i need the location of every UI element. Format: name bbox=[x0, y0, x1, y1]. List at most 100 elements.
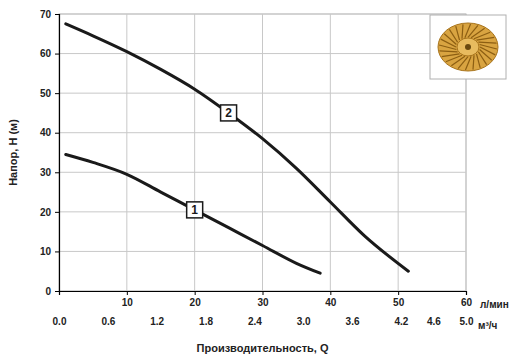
y-tick: 50 bbox=[40, 88, 59, 99]
lines bbox=[66, 24, 409, 273]
icon-blade bbox=[480, 49, 492, 60]
chart: 0 10 20 30 40 50 60 70 10 20 30 40 50 60 0.0 0.6 1.2 1.8 2… bbox=[0, 0, 514, 361]
x2-tick-label: 1.8 bbox=[199, 316, 213, 327]
y-tick-mark bbox=[55, 172, 59, 173]
grid-line-x bbox=[194, 14, 195, 291]
icon-blade bbox=[474, 32, 490, 38]
grid-line-x bbox=[330, 14, 331, 291]
icon-blade bbox=[471, 28, 485, 38]
series-line bbox=[66, 24, 409, 271]
icon-hole bbox=[465, 44, 471, 50]
y-tick-label: 20 bbox=[40, 207, 52, 218]
icon-blade bbox=[478, 52, 486, 65]
y-tick: 60 bbox=[40, 48, 59, 59]
x2-tick: 0.6 bbox=[101, 291, 115, 327]
y-tick-mark bbox=[55, 291, 59, 292]
y-tick-label: 30 bbox=[40, 167, 52, 178]
x-tick: 50 bbox=[393, 291, 405, 308]
x2-axis-line bbox=[60, 291, 467, 292]
x-tick: 20 bbox=[190, 291, 202, 308]
x-tick-label: 50 bbox=[393, 297, 405, 308]
x-unit: л/мин bbox=[480, 299, 509, 310]
x-tick-label: 40 bbox=[325, 297, 337, 308]
y-tick-mark bbox=[55, 133, 59, 134]
series-label-text: 1 bbox=[191, 203, 198, 217]
series-label-box bbox=[187, 202, 203, 218]
icon-blade bbox=[472, 55, 474, 69]
x-tick: 10 bbox=[122, 291, 134, 308]
series-label: 1 bbox=[187, 202, 203, 218]
icon-blade bbox=[442, 54, 460, 57]
series-label-box bbox=[221, 105, 237, 121]
x2-tick: 2.4 bbox=[248, 291, 262, 327]
y-tick-mark bbox=[55, 93, 59, 94]
x2-tick-label: 3.0 bbox=[297, 316, 311, 327]
grid-line-x bbox=[262, 14, 263, 291]
icon-blade bbox=[461, 24, 463, 38]
icon-disc bbox=[438, 23, 498, 71]
x2-tick-label: 5.0 bbox=[460, 316, 474, 327]
icon-blade bbox=[480, 45, 497, 50]
x-axis-line bbox=[60, 292, 467, 296]
x2-tick: 4.6 bbox=[427, 291, 441, 327]
y-tick-mark bbox=[55, 54, 59, 55]
x2-tick-label: 0.6 bbox=[101, 316, 115, 327]
grid-line-x bbox=[398, 14, 399, 291]
icon-blade bbox=[449, 29, 457, 42]
grid bbox=[59, 14, 466, 291]
x-tick: 40 bbox=[325, 291, 337, 308]
x2-tick-label: 1.2 bbox=[150, 316, 164, 327]
x2-tick: 5.0 bbox=[460, 291, 474, 327]
icon-frame bbox=[430, 15, 506, 79]
x-axis-title: Производительность, Q bbox=[197, 342, 329, 354]
y-tick-label: 0 bbox=[45, 286, 51, 297]
x-tick-label: 30 bbox=[257, 297, 269, 308]
icon-blade bbox=[441, 39, 456, 47]
y-tick: 70 bbox=[40, 9, 59, 20]
y-tick: 30 bbox=[40, 167, 59, 178]
y-tick-mark bbox=[55, 212, 59, 213]
x2-tick-label: 4.6 bbox=[427, 316, 441, 327]
x2-unit: м³/ч bbox=[478, 320, 498, 331]
x2-tick-label: 0.0 bbox=[53, 316, 67, 327]
y-tick-label: 60 bbox=[40, 48, 52, 59]
y-tick: 0 bbox=[45, 286, 59, 297]
y-tick: 40 bbox=[40, 127, 59, 138]
icon-blade bbox=[468, 25, 478, 37]
y-tick: 20 bbox=[40, 207, 59, 218]
y-tick: 10 bbox=[40, 246, 59, 257]
x-tick: 60 bbox=[461, 291, 473, 308]
impeller-icon bbox=[430, 15, 506, 79]
series-labels: 12 bbox=[187, 105, 237, 218]
series-label-text: 2 bbox=[225, 106, 232, 120]
series-line bbox=[66, 154, 320, 273]
icon-blade bbox=[446, 55, 462, 61]
icon-hub bbox=[457, 38, 479, 56]
y-axis-line bbox=[55, 15, 60, 292]
grid-line-x bbox=[126, 14, 127, 291]
x2-tick: 4.2 bbox=[394, 291, 408, 327]
y-tick-label: 70 bbox=[40, 9, 52, 20]
x2-tick-label: 3.6 bbox=[346, 316, 360, 327]
y-tick-label: 40 bbox=[40, 127, 52, 138]
icon-blade bbox=[458, 57, 468, 69]
x-tick: 30 bbox=[257, 291, 269, 308]
y-tick-mark bbox=[55, 251, 59, 252]
x2-tick: 3.0 bbox=[297, 291, 311, 327]
x2-tick-label: 4.2 bbox=[394, 316, 408, 327]
x-tick-label: 20 bbox=[190, 297, 202, 308]
y-axis: 0 10 20 30 40 50 60 70 bbox=[40, 9, 60, 297]
plot-frame bbox=[59, 14, 466, 291]
x2-tick: 1.2 bbox=[150, 291, 164, 327]
x2-tick: 0.0 bbox=[53, 291, 67, 327]
x-tick-label: 60 bbox=[461, 297, 473, 308]
x-tick-label: 10 bbox=[122, 297, 134, 308]
icon-blade bbox=[476, 37, 494, 40]
series-label: 2 bbox=[221, 105, 237, 121]
x-axis: 10 20 30 40 50 60 bbox=[60, 291, 473, 308]
x2-tick: 3.6 bbox=[346, 291, 360, 327]
icon-blade bbox=[451, 56, 465, 66]
icon-blade bbox=[456, 26, 460, 40]
x2-tick-label: 2.4 bbox=[248, 316, 262, 327]
x2-tick: 1.8 bbox=[199, 291, 213, 327]
